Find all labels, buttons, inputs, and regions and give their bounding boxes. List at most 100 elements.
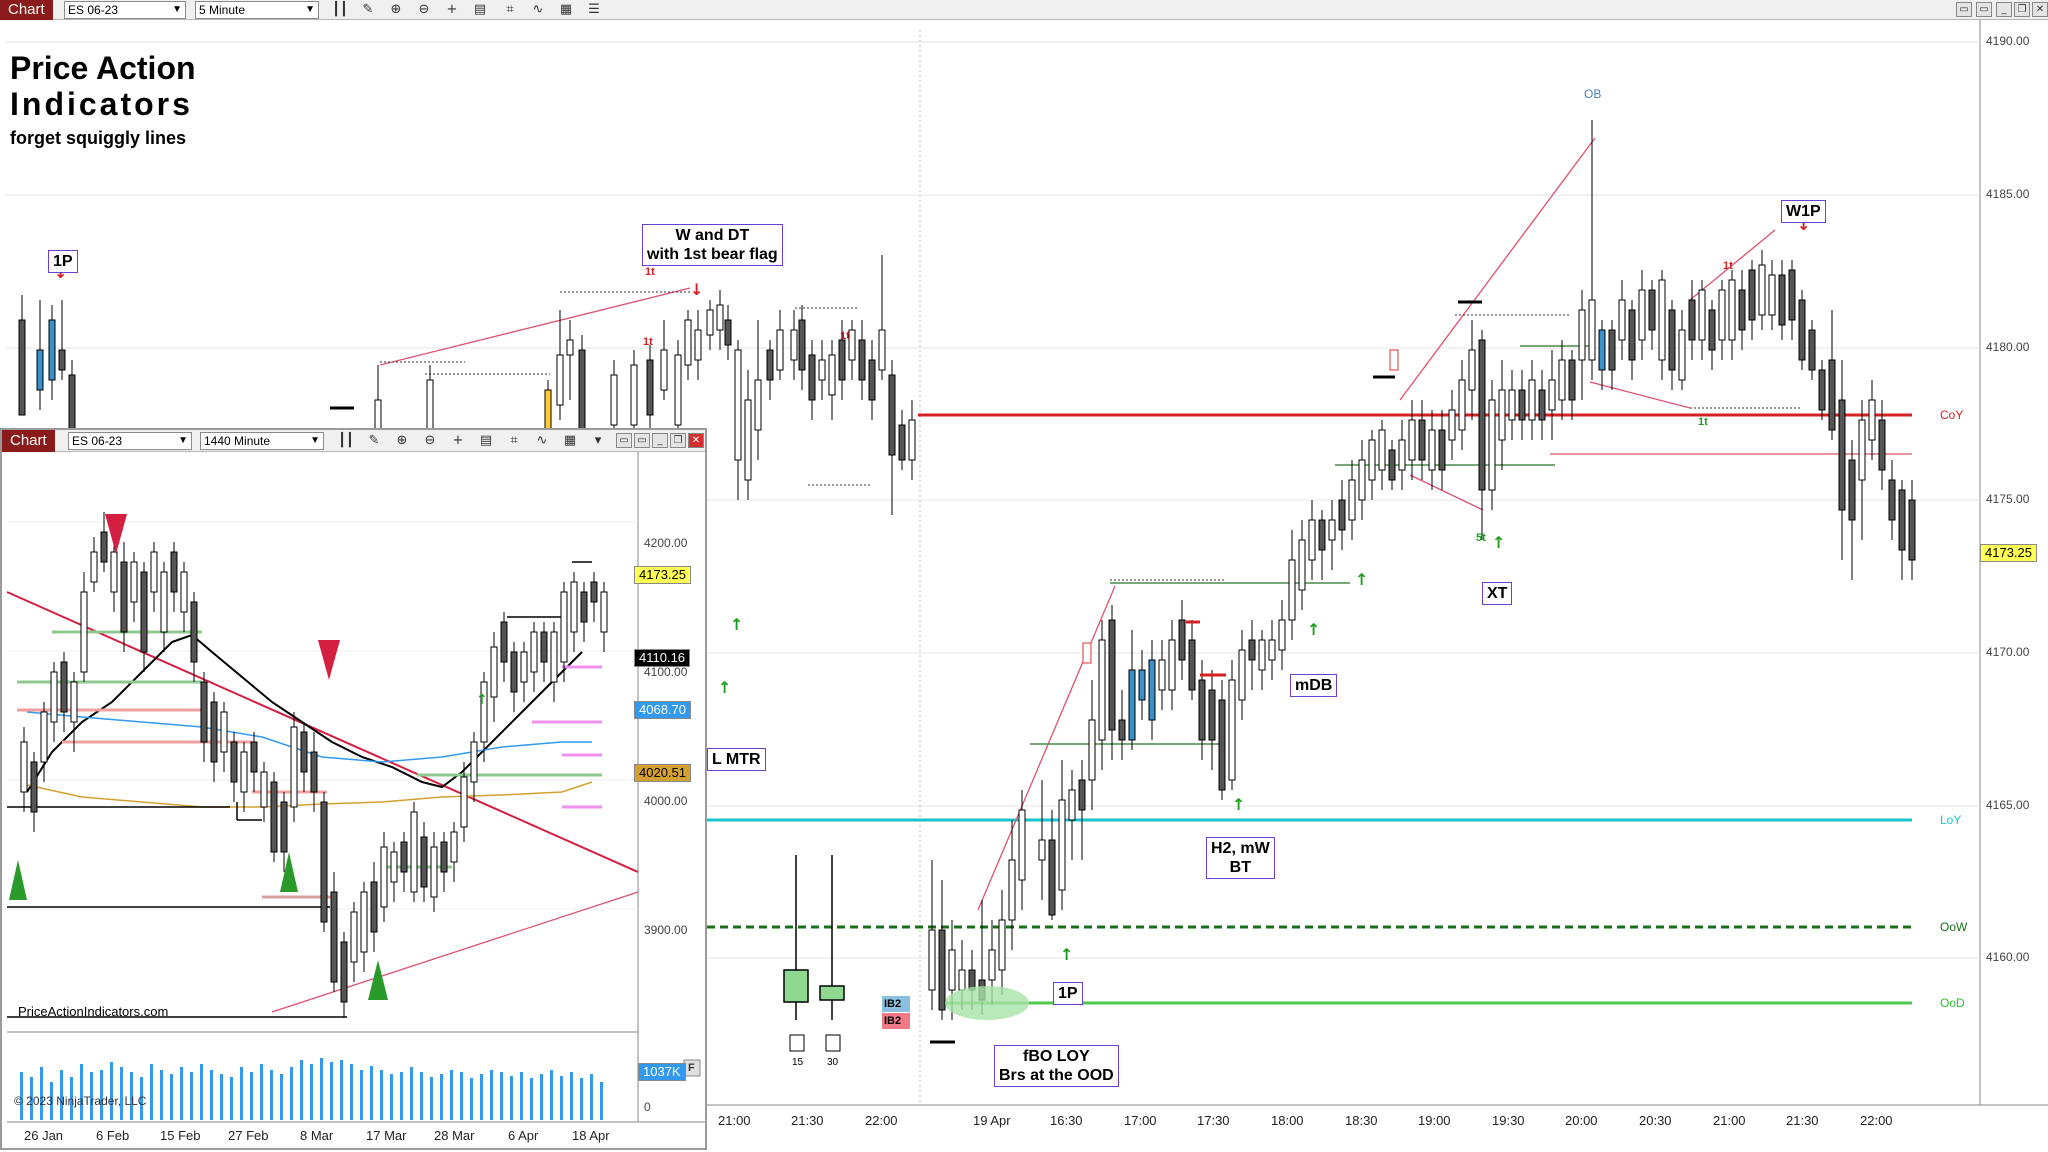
annotation-mtr: L MTR bbox=[707, 748, 766, 771]
five-t-mark: 5t bbox=[1476, 532, 1486, 544]
restore-icon[interactable]: ❐ bbox=[670, 433, 686, 448]
level-label-loy: LoY bbox=[1940, 813, 1962, 827]
time-axis-label: 18:30 bbox=[1345, 1113, 1378, 1128]
zoom-in-icon[interactable]: ⊕ bbox=[390, 2, 402, 17]
inset-time-axis-label: 18 Apr bbox=[572, 1128, 610, 1143]
f-button[interactable]: F bbox=[688, 1062, 695, 1074]
bar-style-icon[interactable]: ┃┃ bbox=[332, 2, 348, 17]
inset-interval-select[interactable]: 1440 Minute ▼ bbox=[200, 432, 324, 450]
indicator-icon[interactable]: ∿ bbox=[532, 2, 544, 17]
tab-strip-icon[interactable]: ▭ bbox=[616, 433, 632, 448]
tab-strip-icon-2[interactable]: ▭ bbox=[634, 433, 650, 448]
inset-time-axis-label: 6 Feb bbox=[96, 1128, 130, 1143]
properties-icon[interactable]: ▤ bbox=[479, 433, 493, 448]
svg-text:↑: ↑ bbox=[718, 678, 731, 697]
price-axis-label: 4175.00 bbox=[1986, 492, 2030, 506]
one-t-mark: 1t bbox=[645, 266, 655, 278]
inset-price-axis-label: 4200.00 bbox=[644, 536, 688, 550]
inset-price-axis-label: 3900.00 bbox=[644, 923, 688, 937]
inset-price-tag-ma-gold: 4020.51 bbox=[634, 764, 691, 782]
inset-price-axis-label: 4100.00 bbox=[644, 665, 688, 679]
inset-price-tag-ema: 4110.16 bbox=[634, 649, 691, 667]
current-price-tag: 4173.25 bbox=[1980, 544, 2037, 562]
time-axis-label: 19:00 bbox=[1418, 1113, 1451, 1128]
zoom-in-icon[interactable]: ⊕ bbox=[396, 433, 408, 448]
box-15-label: 15 bbox=[792, 1057, 804, 1068]
tab-strip-icon-2[interactable]: ▭ bbox=[1976, 2, 1992, 17]
annotation-mdb: mDB bbox=[1290, 674, 1338, 697]
inset-website-label: PriceActionIndicators.com bbox=[18, 1004, 169, 1019]
annotation-h2-mw: H2, mW BT bbox=[1206, 837, 1275, 879]
inset-time-axis-label: 17 Mar bbox=[366, 1128, 407, 1143]
time-axis-label: 16:30 bbox=[1050, 1113, 1083, 1128]
chevron-down-icon: ▼ bbox=[305, 4, 315, 15]
list-icon[interactable]: ☰ bbox=[588, 2, 600, 17]
pencil-icon[interactable]: ✎ bbox=[368, 433, 380, 448]
zoom-out-icon[interactable]: ⊖ bbox=[418, 2, 430, 17]
chevron-down-icon: ▼ bbox=[178, 435, 188, 446]
inset-time-axis-label: 8 Mar bbox=[300, 1128, 334, 1143]
time-axis-label: 17:00 bbox=[1124, 1113, 1157, 1128]
data-box-icon[interactable]: ▦ bbox=[559, 2, 573, 17]
strategy-icon[interactable]: ⌗ bbox=[510, 433, 518, 448]
inset-price-axis-label: 4000.00 bbox=[644, 794, 688, 808]
time-axis-label: 17:30 bbox=[1197, 1113, 1230, 1128]
price-axis-label: 4185.00 bbox=[1986, 187, 2030, 201]
crosshair-icon[interactable]: + bbox=[452, 433, 464, 448]
svg-text:↑: ↑ bbox=[476, 692, 488, 708]
time-axis-label: 18:00 bbox=[1271, 1113, 1304, 1128]
chart-tab[interactable]: Chart bbox=[0, 0, 53, 20]
box-30-label: 30 bbox=[827, 1057, 839, 1068]
inset-time-axis-label: 28 Mar bbox=[434, 1128, 475, 1143]
data-box-icon[interactable]: ▦ bbox=[563, 433, 577, 448]
inset-interval-value: 1440 Minute bbox=[204, 434, 271, 448]
chevron-down-icon: ▼ bbox=[172, 4, 182, 15]
interval-value: 5 Minute bbox=[199, 3, 246, 17]
chevron-down-icon: ▼ bbox=[310, 435, 320, 446]
inset-time-axis-label: 27 Feb bbox=[228, 1128, 269, 1143]
time-axis-label: 21:30 bbox=[1786, 1113, 1819, 1128]
pencil-icon[interactable]: ✎ bbox=[362, 2, 374, 17]
annotation-1p-mid: 1P bbox=[1053, 982, 1083, 1005]
inset-time-axis-label: 6 Apr bbox=[508, 1128, 539, 1143]
price-axis-label: 4160.00 bbox=[1986, 950, 2030, 964]
time-axis-label: 21:00 bbox=[718, 1113, 751, 1128]
properties-icon[interactable]: ▤ bbox=[473, 2, 487, 17]
close-icon[interactable]: ✕ bbox=[688, 433, 704, 448]
time-axis-label: 20:00 bbox=[1565, 1113, 1598, 1128]
strategy-icon[interactable]: ⌗ bbox=[506, 2, 514, 17]
inset-volume-axis-label: 0 bbox=[644, 1100, 651, 1114]
inset-daily-chart-window[interactable]: Chart ES 06-23 ▼ 1440 Minute ▼ ┃┃ ✎ ⊕ ⊖ + … bbox=[0, 428, 707, 1150]
interval-select[interactable]: 5 Minute ▼ bbox=[195, 1, 319, 19]
annotation-fbo-loy: fBO LOY Brs at the OOD bbox=[994, 1045, 1119, 1087]
brand-title-line1: Price Action bbox=[10, 50, 196, 86]
price-axis-label: 4180.00 bbox=[1986, 340, 2030, 354]
inset-instrument-select[interactable]: ES 06-23 ▼ bbox=[68, 432, 192, 450]
time-axis-label: 19 Apr bbox=[973, 1113, 1011, 1128]
inset-price-tag-ma-blue: 4068.70 bbox=[634, 701, 691, 719]
restore-icon[interactable]: ❐ bbox=[2014, 2, 2030, 17]
minimize-icon[interactable]: _ bbox=[652, 433, 668, 448]
tab-strip-icon[interactable]: ▭ bbox=[1956, 2, 1972, 17]
inset-chart-tab[interactable]: Chart bbox=[2, 430, 55, 452]
zoom-out-icon[interactable]: ⊖ bbox=[424, 433, 436, 448]
brand-tagline: forget squiggly lines bbox=[10, 128, 187, 148]
inset-chart-canvas: ↑ bbox=[6, 452, 705, 1123]
minimize-icon[interactable]: _ bbox=[1996, 2, 2012, 17]
instrument-select[interactable]: ES 06-23 ▼ bbox=[64, 1, 186, 19]
svg-text:↓: ↓ bbox=[690, 280, 703, 299]
close-icon[interactable]: ✕ bbox=[2032, 2, 2048, 17]
bar-style-icon[interactable]: ┃┃ bbox=[338, 433, 354, 448]
chevron-down-icon[interactable]: ▾ bbox=[594, 433, 602, 448]
inset-price-tag-current: 4173.25 bbox=[634, 566, 691, 584]
inset-volume-tag: 1037K bbox=[638, 1063, 686, 1081]
main-candles bbox=[18, 120, 1916, 1020]
svg-text:↑: ↑ bbox=[730, 615, 743, 634]
indicator-icon[interactable]: ∿ bbox=[536, 433, 548, 448]
time-axis-label: 19:30 bbox=[1492, 1113, 1525, 1128]
price-axis-label: 4190.00 bbox=[1986, 34, 2030, 48]
crosshair-icon[interactable]: + bbox=[446, 2, 458, 17]
svg-text:↑: ↑ bbox=[1060, 945, 1073, 964]
annotation-w-dt: W and DT with 1st bear flag bbox=[642, 224, 783, 266]
